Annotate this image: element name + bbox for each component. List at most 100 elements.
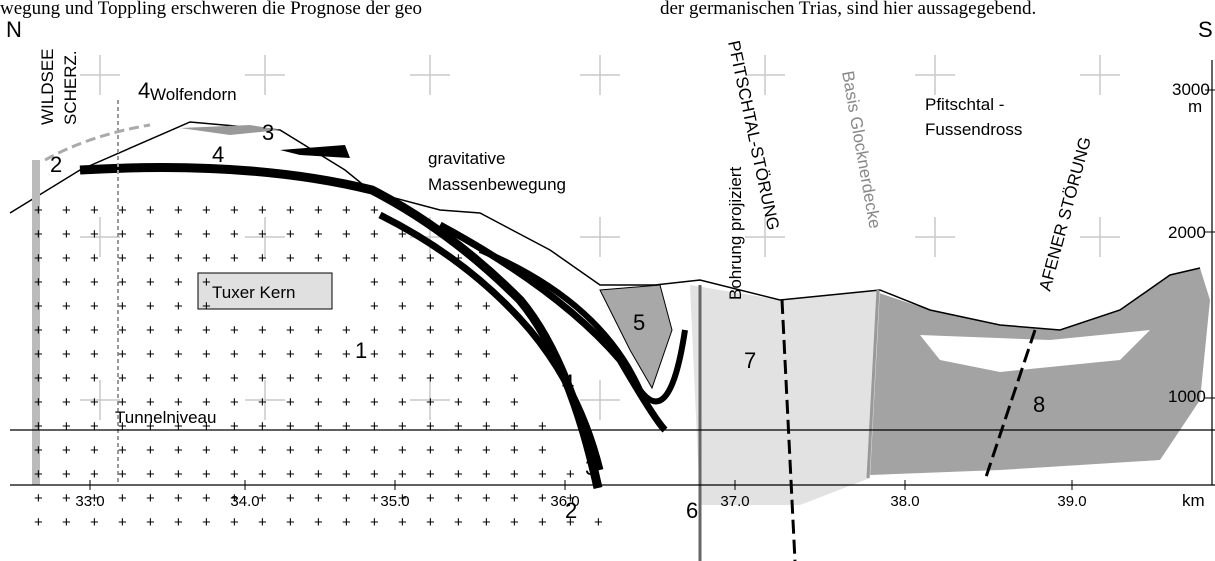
label: Massenbewegung [428, 175, 566, 194]
granite-symbol: + [146, 490, 155, 507]
granite-symbol: + [202, 490, 211, 507]
granite-symbol: + [454, 274, 463, 291]
granite-symbol: + [482, 346, 491, 363]
label: Pfitschtal - [925, 95, 1004, 114]
granite-symbol: + [146, 322, 155, 339]
granite-symbol: + [370, 298, 379, 315]
granite-symbol: + [426, 394, 435, 411]
granite-symbol: + [202, 346, 211, 363]
granite-symbol: + [230, 226, 239, 243]
granite-symbol: + [342, 250, 351, 267]
granite-symbol: + [258, 370, 267, 387]
granite-symbol: + [370, 466, 379, 483]
granite-symbol: + [62, 466, 71, 483]
granite-symbol: + [566, 466, 575, 483]
header-text: der germanischen Trias, sind hier aussag… [660, 0, 1036, 19]
granite-symbol: + [258, 418, 267, 435]
granite-symbol: + [230, 394, 239, 411]
granite-symbol: + [482, 418, 491, 435]
granite-symbol: + [398, 442, 407, 459]
granite-symbol: + [34, 442, 43, 459]
granite-symbol: + [286, 322, 295, 339]
granite-symbol: + [314, 466, 323, 483]
granite-symbol: + [174, 514, 183, 531]
granite-symbol: + [62, 514, 71, 531]
granite-symbol: + [118, 514, 127, 531]
granite-symbol: + [314, 514, 323, 531]
granite-symbol: + [118, 250, 127, 267]
granite-symbol: + [202, 466, 211, 483]
granite-symbol: + [34, 298, 43, 315]
granite-symbol: + [426, 442, 435, 459]
granite-symbol: + [454, 346, 463, 363]
granite-symbol: + [146, 346, 155, 363]
granite-symbol: + [202, 322, 211, 339]
granite-symbol: + [510, 514, 519, 531]
granite-symbol: + [118, 322, 127, 339]
granite-symbol: + [62, 370, 71, 387]
x-tick-label: 35.0 [380, 493, 409, 510]
granite-symbol: + [202, 514, 211, 531]
band [280, 145, 350, 158]
direction: N [6, 17, 22, 42]
granite-symbol: + [90, 298, 99, 315]
granite-symbol: + [146, 274, 155, 291]
granite-symbol: + [118, 346, 127, 363]
granite-symbol: + [314, 418, 323, 435]
granite-symbol: + [62, 346, 71, 363]
granite-symbol: + [454, 490, 463, 507]
label: Wolfendorn [150, 85, 237, 104]
granite-symbol: + [286, 346, 295, 363]
header-text: wegung und Toppling erschweren die Progn… [0, 0, 422, 19]
granite-symbol: + [482, 442, 491, 459]
granite-symbol: + [398, 298, 407, 315]
granite-symbol: + [370, 274, 379, 291]
granite-symbol: + [146, 442, 155, 459]
granite-symbol: + [482, 394, 491, 411]
granite-symbol: + [90, 466, 99, 483]
granite-symbol: + [118, 202, 127, 219]
label: gravitative [428, 149, 505, 168]
granite-symbol: + [146, 202, 155, 219]
granite-symbol: + [90, 370, 99, 387]
granite-symbol: + [90, 250, 99, 267]
granite-symbol: + [118, 490, 127, 507]
granite-symbol: + [398, 274, 407, 291]
granite-symbol: + [146, 466, 155, 483]
granite-symbol: + [258, 226, 267, 243]
granite-symbol: + [370, 226, 379, 243]
granite-symbol: + [34, 250, 43, 267]
granite-symbol: + [118, 394, 127, 411]
granite-symbol: + [118, 466, 127, 483]
granite-symbol: + [286, 250, 295, 267]
granite-symbol: + [314, 490, 323, 507]
granite-symbol: + [370, 370, 379, 387]
granite-symbol: + [62, 250, 71, 267]
granite-symbol: + [62, 442, 71, 459]
granite-symbol: + [314, 346, 323, 363]
granite-symbol: + [398, 370, 407, 387]
granite-symbol: + [62, 490, 71, 507]
granite-symbol: + [538, 466, 547, 483]
granite-symbol: + [454, 466, 463, 483]
granite-symbol: + [482, 466, 491, 483]
granite-symbol: + [258, 466, 267, 483]
granite-symbol: + [426, 418, 435, 435]
granite-symbol: + [230, 442, 239, 459]
granite-symbol: + [426, 370, 435, 387]
granite-symbol: + [510, 442, 519, 459]
granite-symbol: + [202, 394, 211, 411]
unit-number: 1 [355, 338, 367, 363]
granite-symbol: + [370, 322, 379, 339]
granite-symbol: + [398, 466, 407, 483]
granite-symbol: + [62, 274, 71, 291]
granite-symbol: + [90, 394, 99, 411]
granite-symbol: + [34, 418, 43, 435]
x-tick-label: 37.0 [720, 493, 749, 510]
granite-symbol: + [370, 442, 379, 459]
granite-symbol: + [482, 514, 491, 531]
granite-symbol: + [342, 226, 351, 243]
granite-symbol: + [90, 274, 99, 291]
granite-symbol: + [202, 442, 211, 459]
granite-symbol: + [118, 226, 127, 243]
